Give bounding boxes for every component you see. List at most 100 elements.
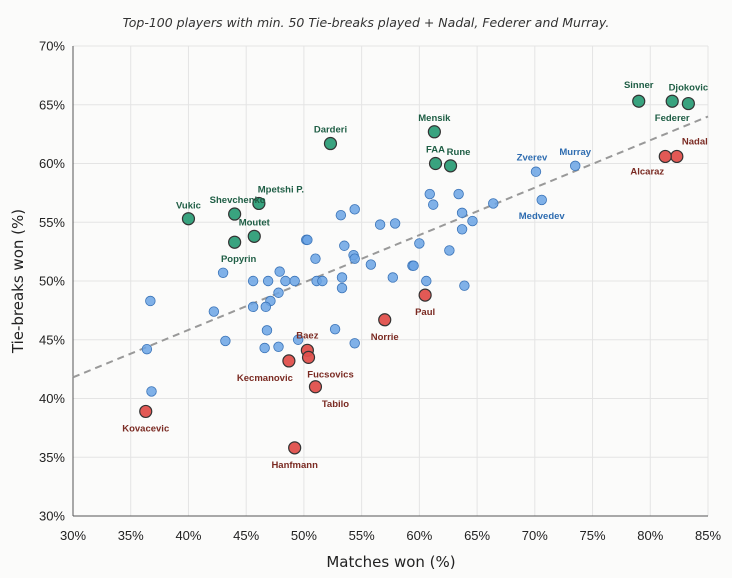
x-tick-label: 75% xyxy=(580,528,606,543)
green-data-point xyxy=(228,235,242,249)
blue-data-point xyxy=(317,275,328,287)
point-label: Mpetshi P. xyxy=(258,184,304,195)
point-label: Darderi xyxy=(314,125,347,136)
blue-data-point xyxy=(247,275,259,287)
point-labels: Murray Zverev Medvedev Nadal Alcaraz Paul Norr… xyxy=(122,80,708,471)
green-data-point xyxy=(681,96,695,111)
blue-data-point xyxy=(349,204,360,215)
blue-data-point xyxy=(570,160,581,172)
red-data-point xyxy=(282,354,296,368)
blue-data-point xyxy=(273,287,284,298)
red-data-point xyxy=(378,313,392,327)
point-label-federer: Federer xyxy=(655,113,690,124)
blue-data-point xyxy=(444,245,455,256)
blue-data-point xyxy=(146,386,157,397)
blue-data-point xyxy=(374,219,386,230)
blue-data-point xyxy=(145,295,156,307)
blue-data-point xyxy=(408,260,419,271)
green-data-point xyxy=(252,196,266,211)
blue-data-point xyxy=(259,342,270,354)
point-label: Kovacevic xyxy=(122,423,169,434)
blue-data-point xyxy=(414,238,425,249)
green-data-point xyxy=(428,156,443,171)
x-tick-label: 45% xyxy=(233,528,259,543)
red-data-point xyxy=(658,149,672,164)
y-tick-label: 70% xyxy=(39,39,65,54)
red-data-point xyxy=(670,149,684,164)
green-data-point xyxy=(228,207,242,221)
point-label: Vukic xyxy=(176,201,201,212)
blue-data-point xyxy=(349,253,360,264)
point-label: Rune xyxy=(447,147,471,158)
point-label: Sinner xyxy=(624,80,654,91)
blue-data-point xyxy=(336,272,348,283)
blue-data-point xyxy=(280,275,291,287)
y-tick-label: 35% xyxy=(39,450,65,465)
blue-data-point xyxy=(329,323,341,335)
point-label: Popyrin xyxy=(221,254,257,265)
point-label: Baez xyxy=(296,330,318,341)
green-data-point xyxy=(443,159,458,173)
blue-data-point xyxy=(260,301,272,313)
data-points xyxy=(139,94,695,455)
point-label: Medvedev xyxy=(519,211,566,222)
green-data-point xyxy=(181,212,196,226)
point-label: Hanfmann xyxy=(271,460,318,471)
blue-data-point xyxy=(273,341,284,353)
x-tick-label: 65% xyxy=(464,528,490,543)
blue-data-point xyxy=(302,234,313,246)
blue-data-point xyxy=(387,272,399,283)
blue-data-point xyxy=(292,334,304,345)
x-tick-label: 55% xyxy=(349,528,375,543)
x-tick-label: 80% xyxy=(637,528,663,543)
x-tick-label: 30% xyxy=(60,528,86,543)
point-label: Fucsovics xyxy=(307,369,353,380)
blue-data-point xyxy=(467,215,478,227)
y-tick-labels: 30% 35% 40% 45% 50% 55% 60% 65% 70% xyxy=(39,39,65,524)
y-axis-title: Tie-breaks won (%) xyxy=(9,209,27,354)
blue-data-point xyxy=(536,194,547,206)
blue-data-point xyxy=(389,218,401,229)
point-label: Norrie xyxy=(371,332,399,343)
point-label: Shevchenko xyxy=(210,195,266,206)
green-data-point xyxy=(665,94,679,108)
point-label: Zverev xyxy=(517,153,548,164)
point-label: Alcaraz xyxy=(630,166,664,177)
blue-data-point xyxy=(428,199,439,210)
x-axis-title: Matches won (%) xyxy=(326,553,455,571)
blue-data-point xyxy=(335,209,347,221)
red-data-point xyxy=(418,288,432,302)
green-data-point xyxy=(632,94,646,108)
red-data-point xyxy=(139,404,153,419)
red-data-point xyxy=(288,441,302,455)
blue-data-point xyxy=(456,224,468,235)
blue-data-point xyxy=(141,343,153,355)
blue-data-point xyxy=(530,166,542,177)
x-tick-label: 70% xyxy=(522,528,548,543)
blue-data-point xyxy=(453,188,464,200)
y-tick-label: 60% xyxy=(39,156,65,171)
blue-data-point xyxy=(365,259,377,270)
x-tick-label: 50% xyxy=(291,528,317,543)
blue-data-point xyxy=(336,282,348,294)
point-label: Djokovic xyxy=(669,83,709,94)
blue-data-point xyxy=(424,188,435,200)
blue-data-point xyxy=(261,325,273,336)
red-data-point xyxy=(301,350,316,364)
x-tick-label: 35% xyxy=(118,528,144,543)
blue-data-point xyxy=(349,338,360,349)
green-data-point xyxy=(247,229,261,243)
blue-data-point xyxy=(310,253,321,264)
x-tick-label: 60% xyxy=(406,528,432,543)
blue-data-point xyxy=(247,301,259,313)
blue-data-point xyxy=(289,275,300,287)
point-label: Mensik xyxy=(418,113,451,124)
blue-data-point xyxy=(488,198,499,209)
point-label: Paul xyxy=(415,307,435,318)
green-data-point xyxy=(323,136,338,151)
blue-data-point xyxy=(459,280,470,291)
point-label: Tabilo xyxy=(322,399,349,410)
point-label: Nadal xyxy=(682,136,708,147)
y-tick-label: 50% xyxy=(39,274,65,289)
